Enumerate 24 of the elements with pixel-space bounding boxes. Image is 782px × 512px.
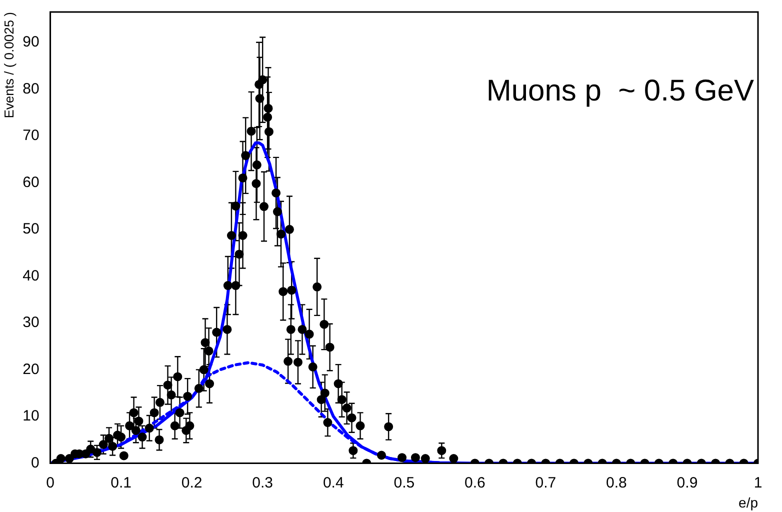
y-tick-label: 50 (22, 220, 40, 238)
x-tick-label: 0.4 (322, 474, 344, 492)
y-tick-label: 70 (22, 127, 40, 144)
x-tick-label: 0.2 (181, 474, 202, 492)
x-tick-label: 0.3 (252, 474, 274, 492)
y-tick-label: 20 (22, 360, 40, 378)
x-axis-title: e/p (738, 494, 758, 510)
y-axis-title: Events / ( 0.0025 ) (1, 12, 16, 118)
y-tick-label: 40 (22, 267, 40, 284)
y-tick-label: 30 (22, 314, 40, 332)
y-tick-label: 10 (22, 408, 40, 425)
y-tick-label: 0 (30, 454, 40, 472)
x-tick-label: 1 (754, 474, 762, 492)
x-tick-label: 0.7 (535, 474, 556, 492)
x-tick-label: 0.9 (676, 474, 698, 492)
y-tick-label: 80 (22, 80, 40, 98)
x-tick-label: 0 (46, 474, 54, 492)
x-tick-label: 0.1 (110, 474, 132, 492)
x-tick-label: 0.6 (464, 474, 486, 492)
y-tick-label: 90 (22, 34, 40, 51)
x-tick-label: 0.5 (394, 474, 415, 492)
y-tick-label: 60 (22, 174, 40, 191)
x-tick-label: 0.8 (606, 474, 627, 492)
annotation: Muons p ~ 0.5 GeV (486, 74, 754, 108)
